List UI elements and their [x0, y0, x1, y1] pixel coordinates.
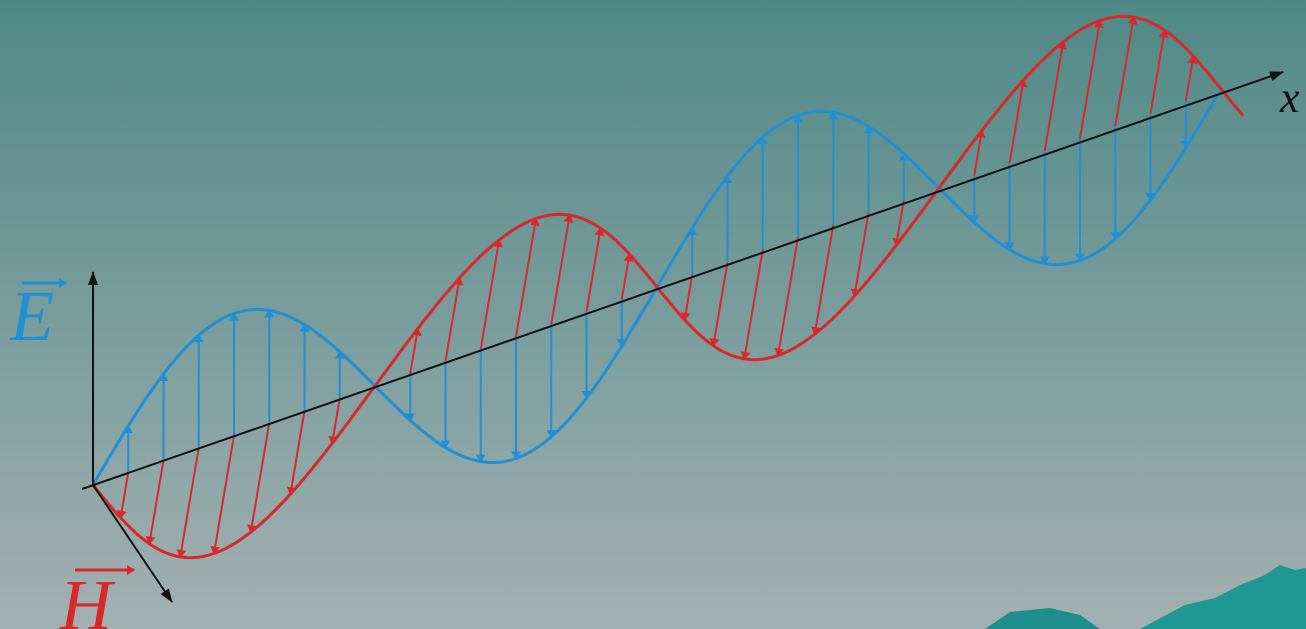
background: [0, 0, 1306, 629]
x-label: x: [1279, 73, 1300, 122]
h-label: H: [59, 565, 116, 629]
em-wave-diagram: E H x: [0, 0, 1306, 629]
e-label: E: [9, 276, 54, 356]
